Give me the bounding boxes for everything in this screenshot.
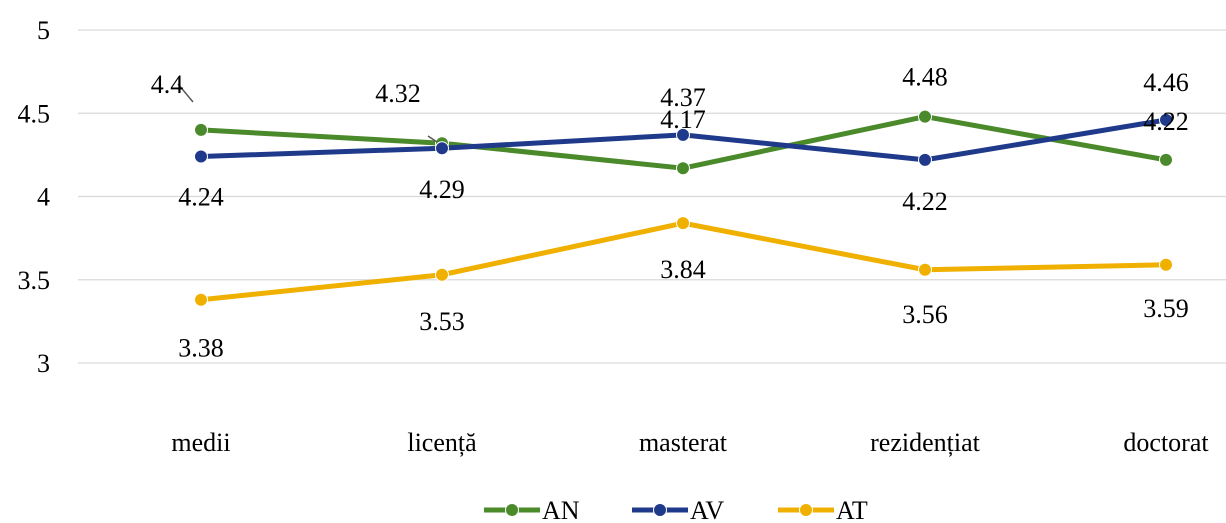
data-label: 4.37 — [660, 83, 706, 112]
legend-swatch-marker — [653, 503, 667, 517]
y-tick-label: 4 — [37, 183, 50, 212]
data-point — [1159, 257, 1173, 272]
data-point — [918, 152, 932, 167]
data-label: 3.38 — [178, 334, 224, 363]
data-label: 4.22 — [1143, 107, 1189, 136]
data-point — [676, 127, 690, 142]
y-tick-label: 3 — [37, 349, 50, 378]
data-label: 4.17 — [660, 105, 706, 134]
data-point — [435, 267, 449, 282]
y-axis-ticks: 3 3.5 4 4.5 5 — [18, 16, 51, 378]
data-point — [194, 292, 208, 307]
data-label: 3.56 — [902, 300, 948, 329]
data-label: 3.53 — [419, 307, 465, 336]
data-label: 4.46 — [1143, 68, 1189, 97]
data-label: 4.32 — [375, 79, 421, 108]
legend-swatch-marker — [799, 503, 813, 517]
data-point — [194, 149, 208, 164]
data-point — [676, 216, 690, 231]
legend-label: AN — [542, 496, 580, 523]
x-tick-label: medii — [171, 428, 230, 457]
legend-item-av: AV — [632, 496, 724, 523]
label-leader-line — [177, 83, 194, 103]
data-label: 4.29 — [419, 175, 465, 204]
data-label: 3.84 — [660, 255, 706, 284]
data-labels: 4.4 4.32 4.17 4.48 4.22 4.24 4.29 4.37 4.22 4.46 3… — [151, 63, 1189, 363]
data-point — [676, 161, 690, 176]
data-point — [1159, 112, 1173, 127]
gridlines — [78, 29, 1226, 364]
legend: AN AV AT — [484, 496, 868, 523]
data-label: 4.48 — [902, 63, 948, 92]
x-tick-label: doctorat — [1123, 428, 1209, 457]
series — [194, 109, 1173, 307]
label-leader-line — [427, 135, 438, 143]
data-point — [435, 141, 449, 156]
legend-item-at: AT — [778, 496, 868, 523]
data-label: 4.4 — [151, 70, 184, 99]
y-tick-label: 4.5 — [18, 99, 51, 128]
legend-label: AV — [690, 496, 724, 523]
data-label: 4.22 — [902, 187, 948, 216]
data-label: 4.24 — [178, 183, 224, 212]
data-point — [918, 262, 932, 277]
series-at — [194, 216, 1173, 307]
data-point — [194, 122, 208, 137]
series-av — [194, 112, 1173, 167]
y-tick-label: 3.5 — [18, 266, 51, 295]
x-tick-label: masterat — [639, 428, 728, 457]
data-point — [918, 109, 932, 124]
x-tick-label: licență — [407, 428, 477, 457]
legend-item-an: AN — [484, 496, 580, 523]
x-axis-ticks: medii licență masterat rezidențiat doctorat — [171, 428, 1209, 457]
x-tick-label: rezidențiat — [870, 428, 980, 457]
legend-label: AT — [836, 496, 868, 523]
legend-swatch-marker — [505, 503, 519, 517]
data-label: 3.59 — [1143, 294, 1189, 323]
y-tick-label: 5 — [37, 16, 50, 45]
data-point — [1159, 152, 1173, 167]
